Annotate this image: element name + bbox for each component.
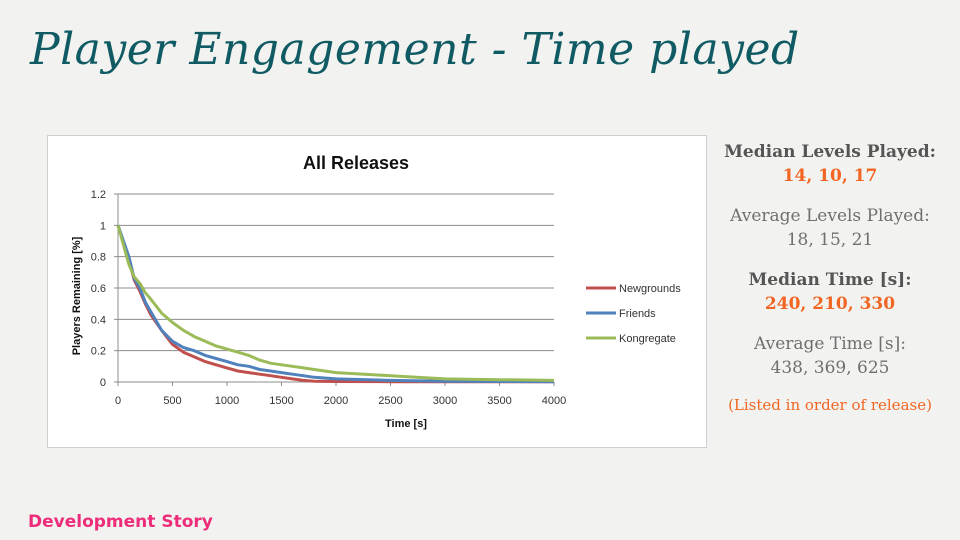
average-levels-value: 18, 15, 21: [786, 230, 874, 250]
median-levels-value: 14, 10, 17: [782, 166, 878, 186]
average-levels-label: Average Levels Played:: [730, 206, 930, 226]
x-tick-label: 2500: [378, 395, 402, 407]
legend-label-kongregate: Kongregate: [619, 333, 676, 345]
y-tick-label: 0.8: [91, 252, 106, 264]
series-line-newgrounds: [116, 224, 554, 384]
average-time-label: Average Time [s]:: [754, 334, 906, 354]
y-tick-label: 0: [100, 377, 106, 389]
x-tick-label: 4000: [542, 395, 566, 407]
slide-title: Player Engagement - Time played: [30, 24, 800, 75]
x-axis-label: Time [s]: [385, 418, 427, 430]
median-levels-label: Median Levels Played:: [724, 142, 936, 162]
x-tick-label: 1000: [215, 395, 239, 407]
median-time-value: 240, 210, 330: [764, 294, 896, 314]
y-tick-label: 1.2: [91, 189, 106, 201]
x-tick-label: 1500: [269, 395, 293, 407]
y-tick-label: 0.6: [91, 283, 106, 295]
x-tick-label: 2000: [324, 395, 348, 407]
release-order-note: (Listed in order of release): [728, 396, 932, 414]
chart-title: All Releases: [303, 153, 409, 173]
median-time-label: Median Time [s]:: [748, 270, 912, 290]
x-tick-label: 500: [163, 395, 181, 407]
legend-label-friends: Friends: [619, 308, 656, 320]
y-tick-label: 1: [100, 220, 106, 232]
y-axis-label: Players Remaining [%]: [71, 236, 83, 355]
footer-label: Development Story: [28, 512, 213, 532]
stats-panel: Median Levels Played: 14, 10, 17 Average…: [720, 140, 940, 414]
average-time-value: 438, 369, 625: [770, 358, 890, 378]
series-line-kongregate: [116, 224, 555, 382]
chart-frame: 0 0.2 0.4 0.6 0.8 1 1.2 0 500 1000 1500 2000 2500 300…: [47, 135, 707, 448]
line-chart: 0 0.2 0.4 0.6 0.8 1 1.2 0 500 1000 1500 2000 2500 300…: [71, 153, 681, 430]
y-tick-label: 0.4: [91, 314, 106, 326]
x-tick-label: 0: [115, 395, 121, 407]
legend-label-newgrounds: Newgrounds: [619, 283, 681, 295]
x-tick-label: 3000: [433, 395, 457, 407]
y-tick-label: 0.2: [91, 346, 106, 358]
series-line-friends: [116, 224, 555, 384]
x-tick-label: 3500: [487, 395, 511, 407]
